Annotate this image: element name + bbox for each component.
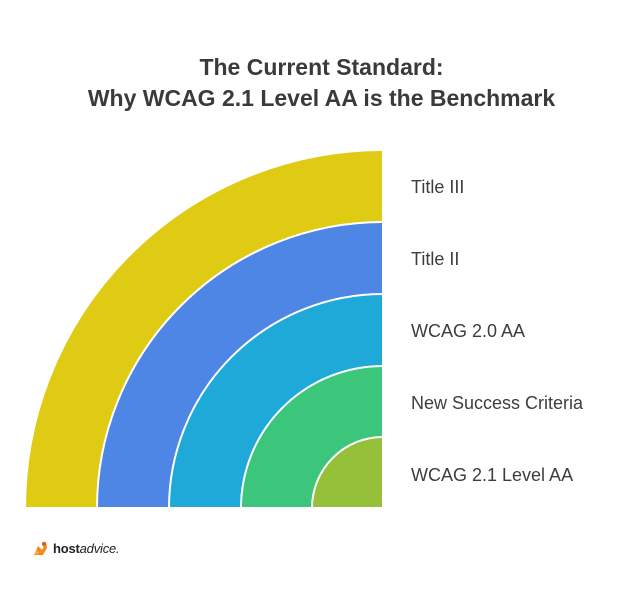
title-line-2: Why WCAG 2.1 Level AA is the Benchmark: [87, 85, 556, 111]
brand-name-light: advice.: [79, 540, 120, 556]
label-new-success-criteria: New Success Criteria: [411, 393, 584, 413]
brand-name: hostadvice.: [53, 540, 120, 556]
label-title-ii: Title II: [411, 249, 460, 269]
brand-logo: hostadvice.: [30, 537, 120, 559]
label-wcag-2-1-level-aa: WCAG 2.1 Level AA: [411, 465, 574, 485]
label-wcag-2-0-aa: WCAG 2.0 AA: [411, 321, 526, 341]
arc-layer-5: [310, 435, 384, 509]
diagram-title: The Current Standard: Why WCAG 2.1 Level…: [0, 52, 643, 114]
title-line-1: The Current Standard:: [199, 54, 444, 80]
label-title-iii: Title III: [411, 177, 465, 197]
brand-name-bold: host: [53, 540, 80, 556]
hostadvice-logo-icon: [30, 538, 50, 558]
